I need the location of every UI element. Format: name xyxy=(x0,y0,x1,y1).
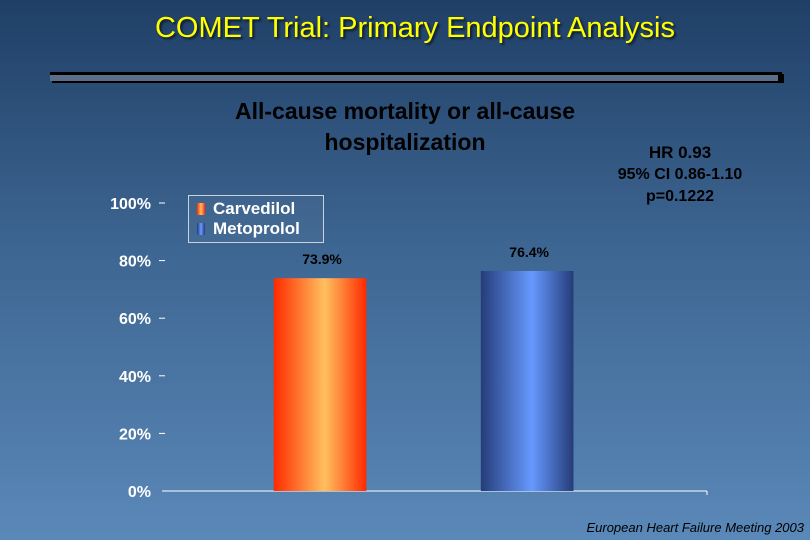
slide-title: COMET Trial: Primary Endpoint Analysis xyxy=(154,12,676,44)
y-tick-label: 60% xyxy=(119,311,151,328)
legend-swatch-metoprolol xyxy=(197,223,205,235)
confidence-interval: 95% CI 0.86-1.10 xyxy=(617,166,743,183)
hazard-ratio: HR 0.93 xyxy=(648,143,712,162)
y-tick-label: 80% xyxy=(119,254,151,271)
legend-swatch-carvedilol xyxy=(197,203,205,215)
y-tick-label: 20% xyxy=(119,426,151,443)
y-tick-label: 0% xyxy=(128,484,151,501)
stats-box: HR 0.93 95% CI 0.86-1.10 p=0.1222 xyxy=(590,142,770,208)
legend-label-carvedilol: Carvedilol xyxy=(213,199,296,218)
chart-title: All-cause mortality or all-cause hospita… xyxy=(234,98,575,155)
p-value: p=0.1222 xyxy=(645,188,715,205)
bar-metoprolol xyxy=(480,270,574,491)
source-footer: European Heart Failure Meeting 2003 xyxy=(586,520,804,535)
y-tick-label: 40% xyxy=(119,369,151,386)
data-label-metoprolol: 76.4% xyxy=(509,244,549,260)
bar-carvedilol xyxy=(273,278,367,491)
y-tick-label: 100% xyxy=(110,196,151,213)
data-label-carvedilol: 73.9% xyxy=(302,251,342,267)
chart-legend: Carvedilol Metoprolol xyxy=(188,195,324,243)
title-divider xyxy=(50,72,782,81)
legend-label-metoprolol: Metoprolol xyxy=(213,219,300,238)
